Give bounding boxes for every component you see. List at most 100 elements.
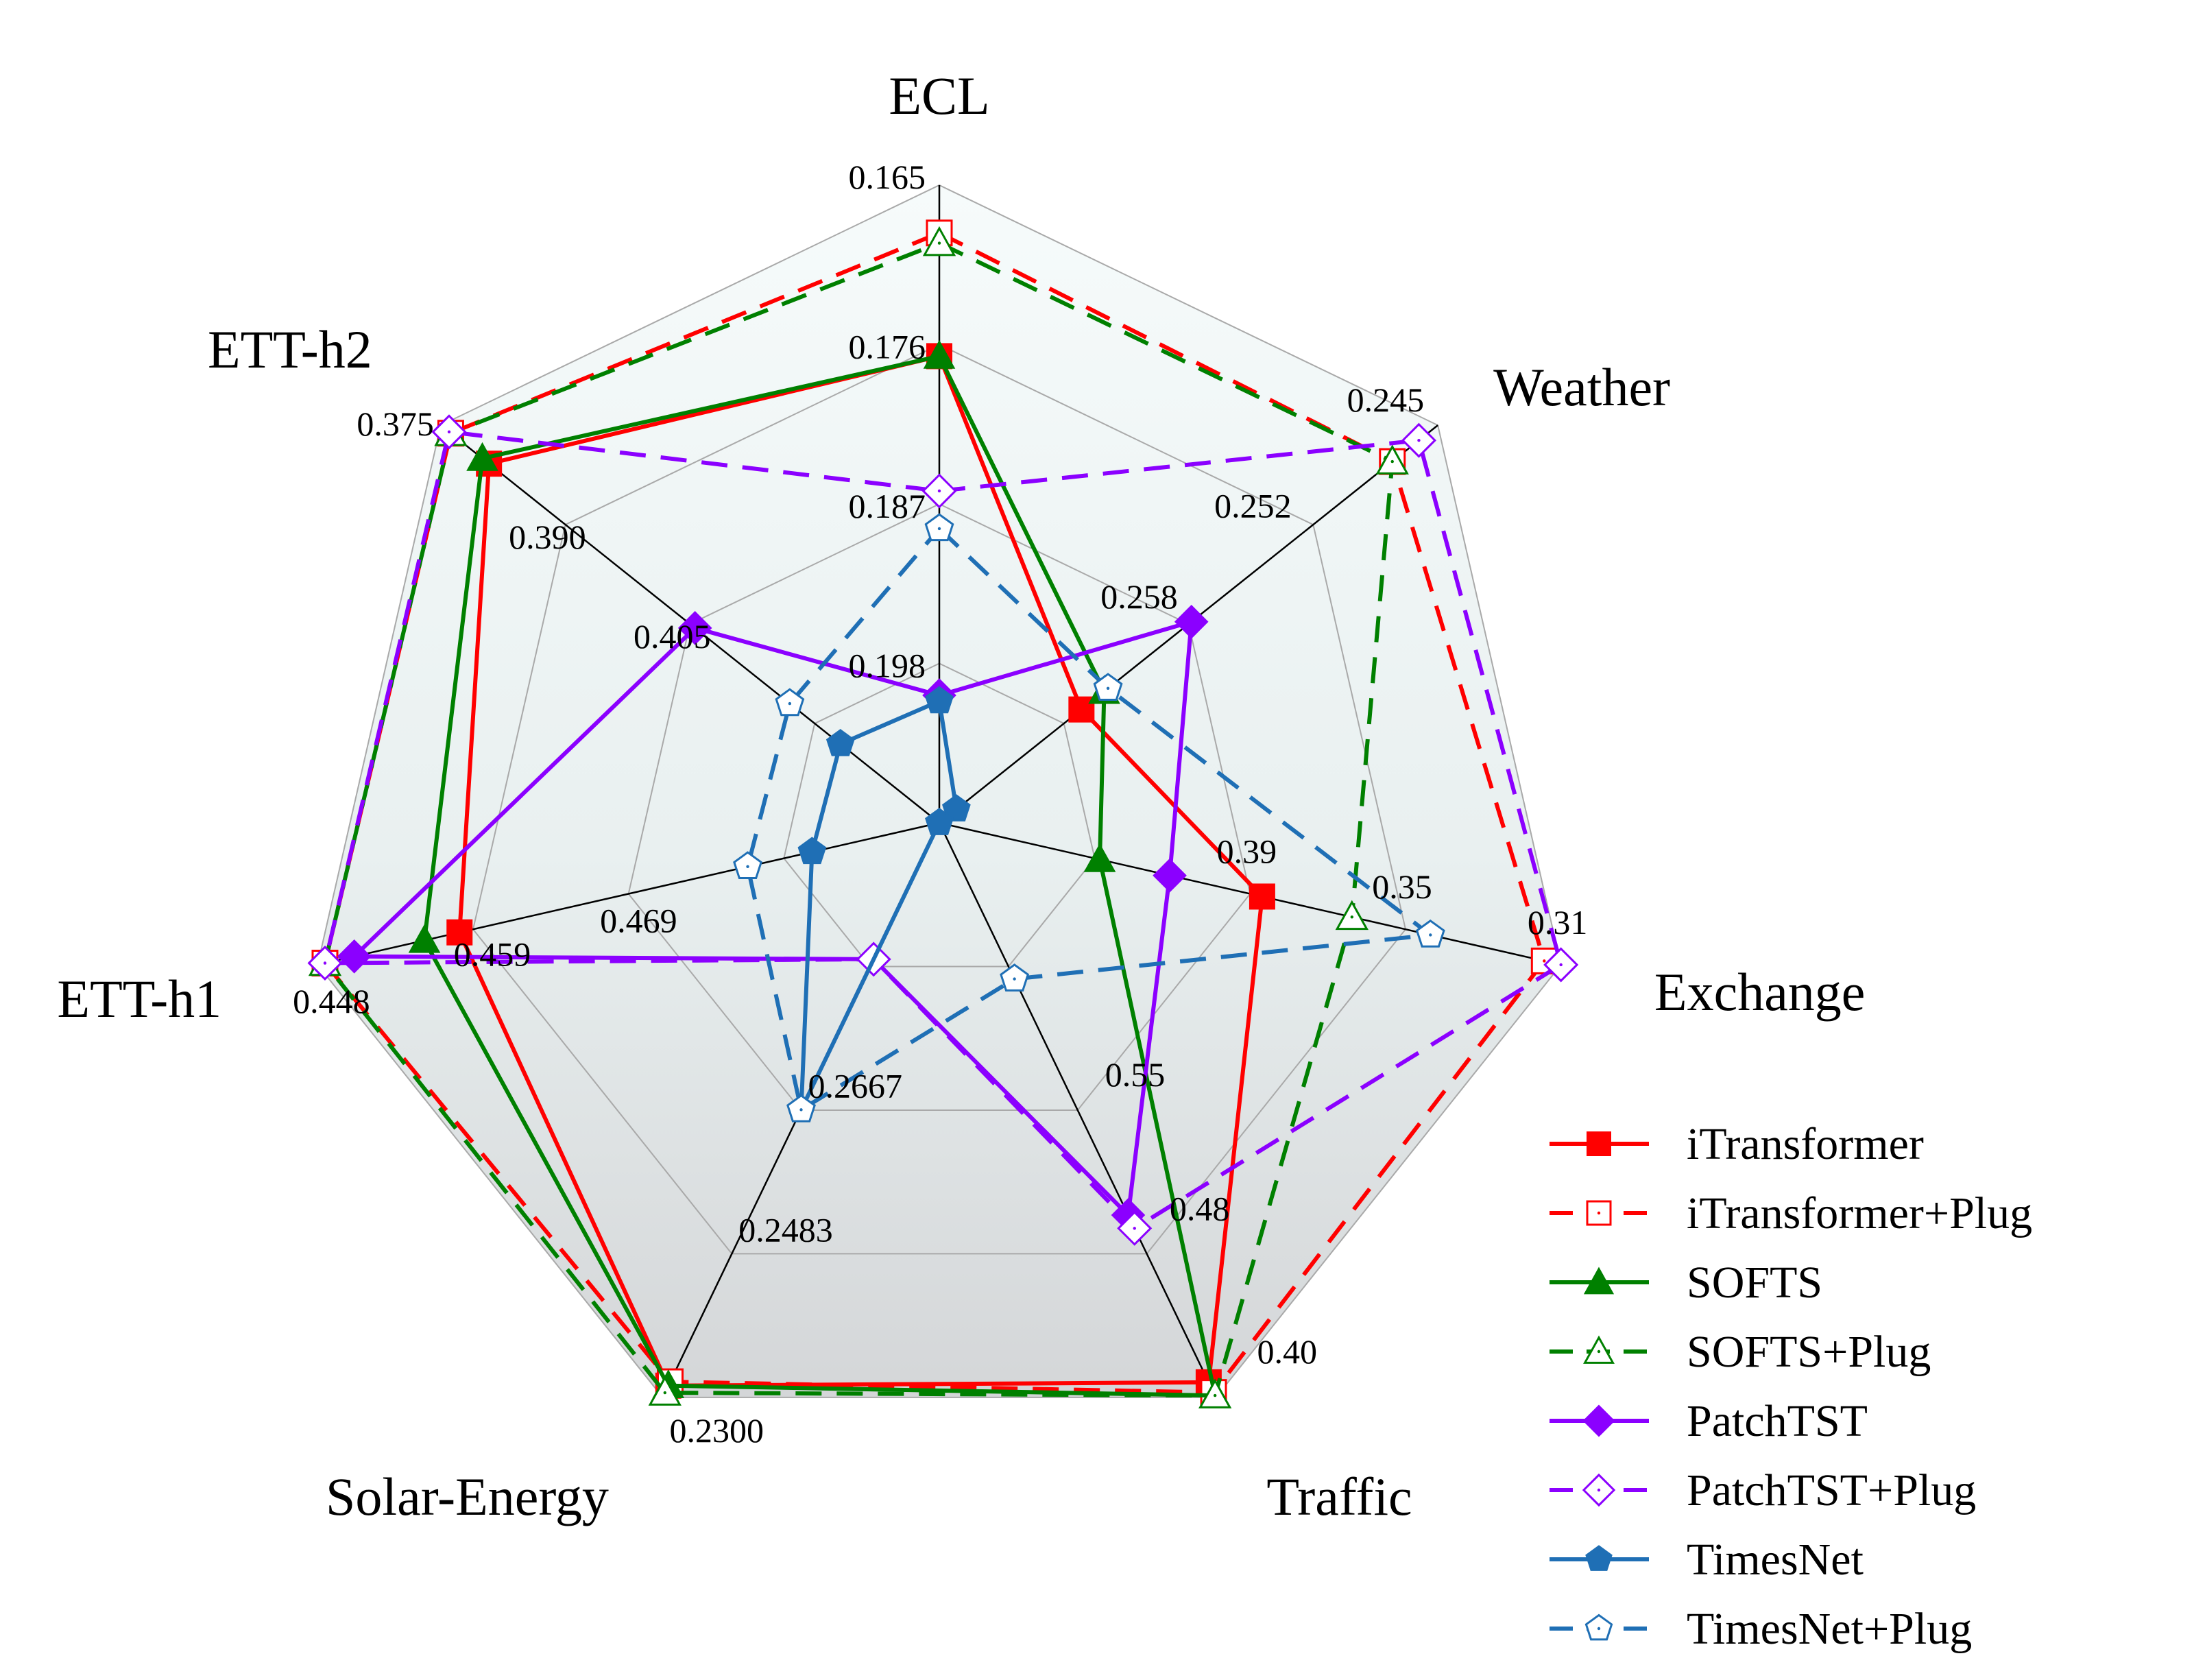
point-timesnet-ett-h1 (797, 837, 827, 865)
tick-label-ecl-4: 0.198 (849, 647, 926, 685)
legend-label-itransformer-plug: iTransformer+Plug (1687, 1188, 2032, 1238)
tick-label-weather-3: 0.258 (1100, 577, 1178, 616)
radar-grid (317, 184, 1562, 1398)
series-line-softs (422, 354, 1218, 1398)
legend-label-patchtst: PatchTST (1687, 1396, 1868, 1446)
legend-item-itransformer: iTransformer (1550, 1119, 1924, 1169)
grid-ring-1 (783, 662, 1096, 968)
tick-label-weather-1: 0.245 (1347, 381, 1425, 419)
label-layer: ECL Weather Exchange Traffic Solar-Energy ETT… (57, 66, 1865, 1526)
point-softs-plug-weather-dot (1390, 459, 1394, 464)
legend-item-softs: SOFTS (1550, 1258, 1822, 1308)
point-timesnet-plug-ett-h2-dot (788, 701, 792, 706)
point-patchtst-plug-ett-h2-dot (447, 430, 451, 434)
point-patchtst-ett-h2 (677, 611, 712, 645)
point-patchtst-exchange (1153, 858, 1187, 893)
tick-label-exchange-2: 0.35 (1372, 867, 1432, 906)
axis-name-weather: Weather (1493, 357, 1670, 417)
legend-marker-timesnet (1585, 1545, 1613, 1571)
point-timesnet-weather (942, 794, 971, 821)
point-itransformer-plug-exchange-dot (1543, 959, 1546, 963)
tick-label-solar-energy-3: 0.2667 (808, 1066, 903, 1105)
tick-label-traffic-1: 0.40 (1257, 1332, 1318, 1371)
tick-label-ecl-2: 0.176 (849, 328, 926, 366)
tick-label-ett-h1-2: 0.459 (454, 935, 531, 973)
legend-label-patchtst-plug: PatchTST+Plug (1687, 1465, 1976, 1515)
point-timesnet-plug-weather-dot (1106, 686, 1110, 690)
point-softs-ett-h1 (408, 924, 441, 953)
legend-marker-timesnet-plug-dot (1597, 1627, 1601, 1631)
tick-label-traffic-3: 0.55 (1105, 1055, 1166, 1094)
axis-name-ett-h1: ETT-h1 (57, 969, 221, 1029)
series-line-itransformer-plug (322, 230, 1547, 1395)
point-timesnet-ecl (925, 686, 954, 714)
point-patchtst-weather (1174, 604, 1209, 639)
legend-label-softs-plug: SOFTS+Plug (1687, 1327, 1931, 1377)
point-softs-ecl (923, 339, 956, 369)
point-softs-plug-ecl-dot (937, 241, 941, 245)
tick-label-weather-2: 0.252 (1214, 486, 1292, 525)
point-itransformer-exchange (1249, 883, 1275, 910)
point-itransformer-ett-h1 (446, 919, 473, 946)
legend-item-timesnet: TimesNet (1550, 1535, 1864, 1585)
legend-marker-patchtst-plug-dot (1597, 1488, 1601, 1492)
point-softs-plug-traffic-dot (1213, 1393, 1217, 1397)
legend-marker-patchtst (1582, 1404, 1615, 1437)
tick-label-exchange-3: 0.39 (1217, 832, 1277, 870)
series-line-itransformer (457, 354, 1264, 1388)
tick-label-ett-h2-3: 0.405 (634, 617, 711, 656)
legend-marker-itransformer (1587, 1131, 1611, 1156)
legend-label-itransformer: iTransformer (1687, 1119, 1924, 1169)
tick-label-ett-h2-2: 0.390 (509, 518, 586, 556)
point-patchtst-plug-ecl-dot (937, 489, 941, 493)
point-softs-plug-exchange-dot (1350, 915, 1354, 919)
point-timesnet-plug-ecl-dot (937, 527, 941, 531)
tick-label-traffic-2: 0.48 (1170, 1189, 1230, 1227)
axis-name-traffic: Traffic (1266, 1467, 1412, 1526)
legend-marker-softs-plug-dot (1597, 1349, 1601, 1354)
point-softs-exchange (1083, 843, 1116, 872)
point-softs-ett-h2 (466, 442, 498, 471)
axis-name-ett-h2: ETT-h2 (208, 320, 372, 379)
tick-label-solar-energy-2: 0.2483 (738, 1211, 833, 1249)
axis-line-traffic (938, 822, 1217, 1398)
legend-label-softs: SOFTS (1687, 1258, 1822, 1308)
point-patchtst-plug-weather-dot (1417, 439, 1421, 442)
series-layer (307, 219, 1579, 1408)
point-patchtst-plug-exchange-dot (1559, 963, 1563, 967)
point-patchtst-plug-traffic-dot (1133, 1227, 1136, 1230)
axis-name-exchange: Exchange (1654, 962, 1866, 1022)
axis-name-ecl: ECL (889, 66, 989, 125)
tick-label-ett-h1-1: 0.448 (293, 982, 370, 1020)
tick-label-exchange-1: 0.31 (1528, 903, 1588, 941)
point-patchtst-plug-ett-h1-dot (323, 961, 327, 965)
tick-label-solar-energy-1: 0.2300 (669, 1411, 763, 1450)
point-timesnet-plug-ett-h1-dot (746, 865, 749, 868)
legend-item-timesnet-plug: TimesNet+Plug (1550, 1604, 1972, 1654)
point-timesnet-ett-h2 (825, 729, 855, 756)
series-line-patchtst-plug (322, 429, 1563, 1231)
legend-item-patchtst: PatchTST (1550, 1396, 1868, 1446)
grid-ring-4 (317, 184, 1562, 1398)
point-softs-plug-solar-energy-dot (663, 1391, 666, 1395)
grid-ring-2 (627, 503, 1251, 1111)
series-timesnet-plug (733, 513, 1445, 1123)
legend-item-softs-plug: SOFTS+Plug (1550, 1327, 1931, 1377)
tick-label-ett-h1-3: 0.469 (600, 902, 677, 940)
point-itransformer-weather (1068, 696, 1095, 723)
legend: iTransformer iTransformer+Plug SOFTS SOFTS+… (1550, 1119, 2032, 1654)
tick-label-ett-h2-1: 0.375 (357, 405, 434, 443)
point-timesnet-plug-solar-energy-dot (799, 1108, 803, 1112)
tick-label-ecl-1: 0.165 (849, 158, 926, 196)
point-timesnet-traffic (925, 808, 954, 835)
axis-name-solar-energy: Solar-Energy (326, 1467, 609, 1526)
legend-label-timesnet: TimesNet (1687, 1535, 1864, 1585)
legend-marker-itransformer-plug-dot (1597, 1211, 1601, 1215)
tick-label-ecl-3: 0.187 (849, 487, 926, 525)
point-timesnet-plug-traffic-dot (1013, 977, 1016, 981)
legend-item-itransformer-plug: iTransformer+Plug (1550, 1188, 2032, 1238)
series-line-patchtst (352, 619, 1194, 1218)
grid-ring-3 (472, 344, 1407, 1255)
legend-marker-softs (1583, 1267, 1615, 1295)
